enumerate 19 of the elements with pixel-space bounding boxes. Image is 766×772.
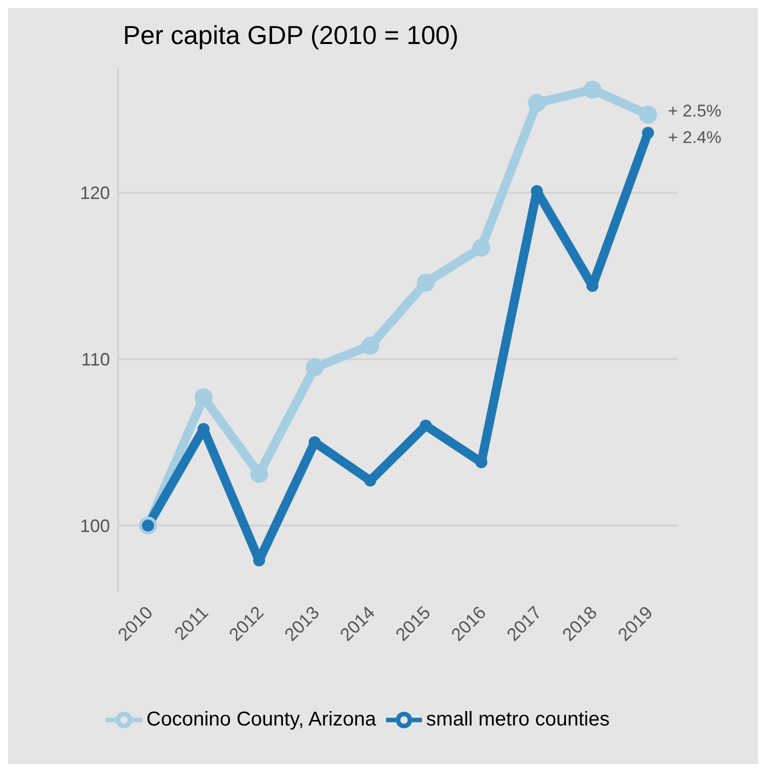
annotation: + 2.4% [668, 128, 722, 147]
point [361, 336, 380, 355]
y-tick-label: 100 [80, 516, 110, 536]
point [420, 420, 432, 432]
chart-title: Per capita GDP (2010 = 100) [123, 20, 459, 51]
point [364, 474, 376, 487]
y-tick-label: 110 [81, 350, 110, 370]
point [472, 238, 490, 257]
point [583, 80, 602, 99]
annotation: + 2.5% [668, 102, 722, 121]
point [416, 274, 435, 292]
y-tick-label: 120 [80, 183, 110, 204]
point [306, 358, 324, 376]
point [250, 464, 268, 483]
legend-label: Coconino County, Arizona [146, 708, 376, 730]
legend-label: small metro counties [426, 708, 610, 730]
point [528, 94, 546, 112]
point [639, 106, 657, 124]
point [642, 126, 654, 139]
